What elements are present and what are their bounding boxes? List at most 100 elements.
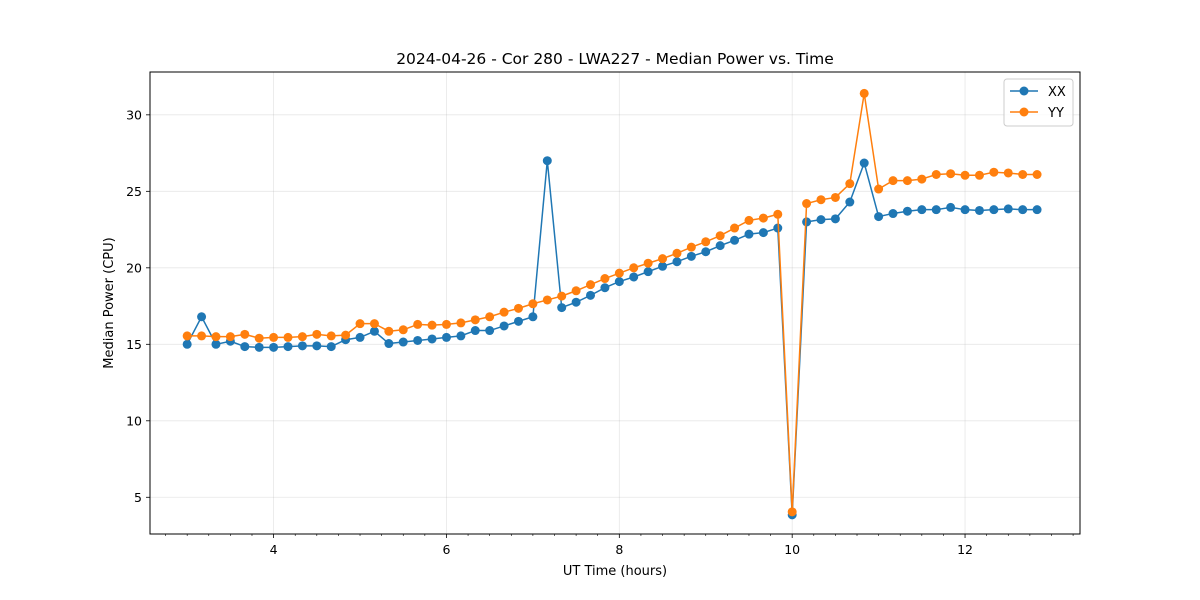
data-point-xx <box>269 342 279 352</box>
x-tick-label: 8 <box>615 542 623 557</box>
data-point-xx <box>830 214 840 224</box>
legend-label-xx: XX <box>1048 85 1066 100</box>
data-point-yy <box>658 254 668 264</box>
data-point-xx <box>658 261 668 271</box>
y-tick-label: 25 <box>126 184 142 199</box>
data-point-xx <box>758 228 768 238</box>
data-point-yy <box>384 326 394 336</box>
data-point-yy <box>269 332 279 342</box>
data-point-xx <box>917 205 927 215</box>
data-point-xx <box>369 326 379 336</box>
data-point-yy <box>1003 168 1013 178</box>
data-point-xx <box>297 341 307 351</box>
legend-marker-xx <box>1019 86 1029 96</box>
data-point-yy <box>413 319 423 329</box>
data-point-yy <box>485 312 495 322</box>
data-point-xx <box>211 339 221 349</box>
data-point-yy <box>225 332 235 342</box>
data-point-xx <box>586 290 596 300</box>
data-point-yy <box>758 213 768 223</box>
data-point-xx <box>802 217 812 227</box>
data-point-xx <box>974 205 984 215</box>
data-point-yy <box>240 329 250 339</box>
data-point-yy <box>874 184 884 194</box>
data-point-xx <box>643 267 653 277</box>
data-point-yy <box>845 179 855 189</box>
data-point-yy <box>715 231 725 241</box>
data-point-yy <box>701 237 711 247</box>
data-point-yy <box>470 315 480 325</box>
data-point-xx <box>427 334 437 344</box>
data-point-xx <box>384 339 394 349</box>
data-point-xx <box>283 342 293 352</box>
data-point-yy <box>542 295 552 305</box>
data-point-yy <box>182 331 192 341</box>
data-point-xx <box>441 332 451 342</box>
data-point-yy <box>557 291 567 301</box>
data-point-xx <box>730 235 740 245</box>
data-point-yy <box>283 332 293 342</box>
data-point-yy <box>946 169 956 179</box>
data-point-xx <box>600 283 610 293</box>
x-tick-label: 12 <box>957 542 973 557</box>
data-point-yy <box>197 331 207 341</box>
data-point-xx <box>1003 204 1013 214</box>
legend: XX YY <box>1003 78 1074 127</box>
data-point-xx <box>1018 205 1028 215</box>
data-point-yy <box>802 199 812 209</box>
data-point-yy <box>254 333 264 343</box>
data-point-xx <box>456 331 466 341</box>
data-point-xx <box>542 156 552 166</box>
data-point-xx <box>513 316 523 326</box>
data-point-yy <box>960 170 970 180</box>
y-tick-label: 5 <box>134 490 142 505</box>
data-point-xx <box>485 326 495 336</box>
legend-marker-yy <box>1019 107 1029 117</box>
data-point-yy <box>355 319 365 329</box>
y-axis-label: Median Power (CPU) <box>102 237 117 368</box>
data-point-yy <box>513 303 523 313</box>
y-tick-label: 30 <box>126 107 142 122</box>
data-point-yy <box>744 215 754 225</box>
data-point-xx <box>326 342 336 352</box>
data-point-xx <box>614 277 624 287</box>
data-point-xx <box>182 339 192 349</box>
data-point-yy <box>456 318 466 328</box>
data-point-xx <box>816 215 826 225</box>
data-point-yy <box>931 170 941 179</box>
data-point-yy <box>369 319 379 329</box>
data-point-yy <box>787 507 797 517</box>
data-point-yy <box>974 170 984 180</box>
data-point-xx <box>931 205 941 215</box>
data-point-xx <box>470 326 480 336</box>
data-point-xx <box>874 212 884 222</box>
data-point-yy <box>326 331 336 341</box>
data-point-xx <box>701 247 711 257</box>
data-point-yy <box>902 176 912 186</box>
data-point-xx <box>989 205 999 215</box>
data-point-xx <box>398 337 408 347</box>
data-point-yy <box>643 258 653 268</box>
data-point-xx <box>888 209 898 219</box>
data-point-yy <box>1018 170 1028 179</box>
legend-label-yy: YY <box>1047 106 1064 121</box>
data-point-yy <box>830 192 840 202</box>
data-point-yy <box>499 307 509 317</box>
data-point-yy <box>614 268 624 278</box>
data-point-yy <box>312 329 322 339</box>
data-point-yy <box>816 195 826 205</box>
data-point-yy <box>341 330 351 340</box>
data-point-xx <box>672 257 682 267</box>
data-point-xx <box>902 206 912 216</box>
data-point-yy <box>211 332 221 342</box>
data-point-xx <box>413 335 423 345</box>
data-point-yy <box>441 319 451 329</box>
data-point-yy <box>427 320 437 330</box>
data-point-yy <box>586 280 596 290</box>
data-point-xx <box>197 312 207 322</box>
data-point-xx <box>254 342 264 352</box>
data-point-xx <box>312 341 322 351</box>
data-point-yy <box>629 263 639 273</box>
data-point-xx <box>715 241 725 251</box>
